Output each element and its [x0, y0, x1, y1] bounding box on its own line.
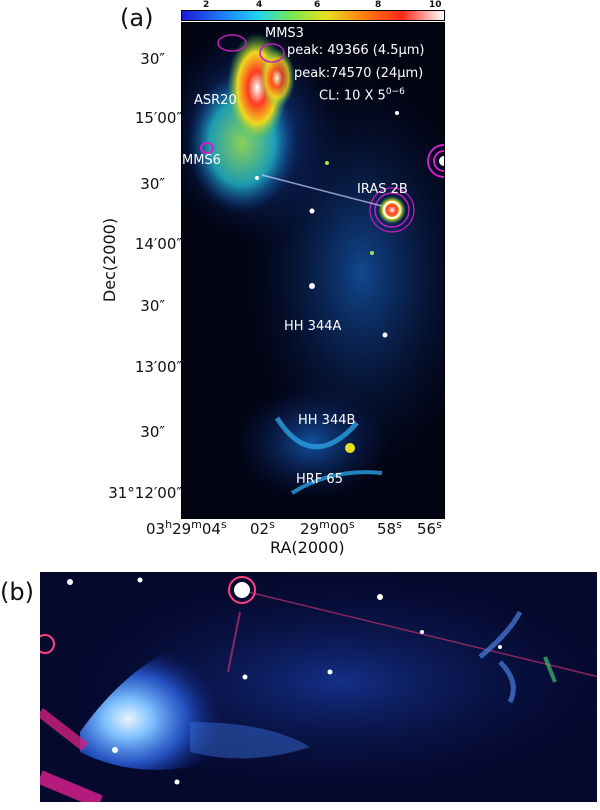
panel-b-label: (b): [0, 578, 34, 606]
image-frame-b: [40, 572, 597, 802]
x-tick-part: 29: [172, 520, 192, 538]
x-tick-part: 02: [250, 520, 270, 538]
x-tick-part: 56: [417, 520, 437, 538]
colorbar-tick: 10: [429, 0, 442, 10]
y-tick-label: 30″: [140, 423, 165, 441]
colorbar-tick: 8: [375, 0, 382, 10]
label-peak-4.5um: peak: 49366 (4.5μm): [287, 43, 425, 58]
y-tick-label: 13′00″: [134, 358, 182, 376]
x-tick-part: 00: [329, 520, 349, 538]
infrared-image-b: [40, 572, 597, 802]
colorbar-tick: 4: [256, 0, 263, 10]
colorbar: [181, 10, 445, 21]
y-tick-label: 31°12′00″: [108, 484, 182, 502]
x-tick-label: 29m00s: [300, 518, 355, 538]
x-tick-part: 58: [377, 520, 397, 538]
x-tick-label: 02s: [250, 518, 275, 538]
label-peak-24um: peak:74570 (24μm): [294, 66, 424, 81]
y-tick-label: 15′00″: [134, 109, 182, 127]
x-tick-part: s: [396, 518, 402, 531]
label-hrf-65: HRF 65: [296, 472, 343, 487]
label-iras-2b: IRAS 2B: [357, 182, 408, 197]
y-tick-label: 30″: [140, 50, 165, 68]
x-axis-label: RA(2000): [270, 538, 345, 557]
y-axis-label: Dec(2000): [100, 217, 119, 303]
x-tick-part: s: [269, 518, 275, 531]
label-hh-344b: HH 344B: [298, 413, 356, 428]
x-tick-label: 56s: [417, 518, 442, 538]
x-tick-part: h: [165, 518, 173, 531]
y-tick-label: 30″: [140, 297, 165, 315]
label-mms3: MMS3: [265, 26, 304, 41]
x-tick-part: s: [220, 518, 227, 531]
label-hh-344a: HH 344A: [284, 319, 342, 334]
colorbar-tick: 6: [314, 0, 321, 10]
label-mms6: MMS6: [182, 153, 221, 168]
x-tick-part: s: [436, 518, 442, 531]
infrared-image-a: [182, 23, 444, 503]
colorbar-tick: 2: [203, 0, 210, 10]
x-tick-part: 29: [300, 520, 320, 538]
contour-levels-exponent: 0−6: [385, 87, 405, 97]
label-contour-levels: CL: 10 X 50−6: [319, 87, 405, 103]
x-tick-part: m: [319, 518, 330, 531]
x-tick-label: 03h29m04s: [146, 518, 227, 538]
y-tick-label: 14′00″: [134, 235, 182, 253]
x-tick-label: 58s: [377, 518, 402, 538]
x-tick-part: 04: [201, 520, 221, 538]
x-tick-part: m: [191, 518, 202, 531]
image-frame-a: [181, 22, 445, 519]
label-asr20: ASR20: [194, 93, 237, 108]
y-tick-label: 30″: [140, 175, 165, 193]
x-tick-part: s: [348, 518, 355, 531]
contour-levels-text: CL: 10 X 5: [319, 88, 386, 104]
x-tick-part: 03: [146, 520, 166, 538]
panel-a-label: (a): [120, 4, 154, 32]
